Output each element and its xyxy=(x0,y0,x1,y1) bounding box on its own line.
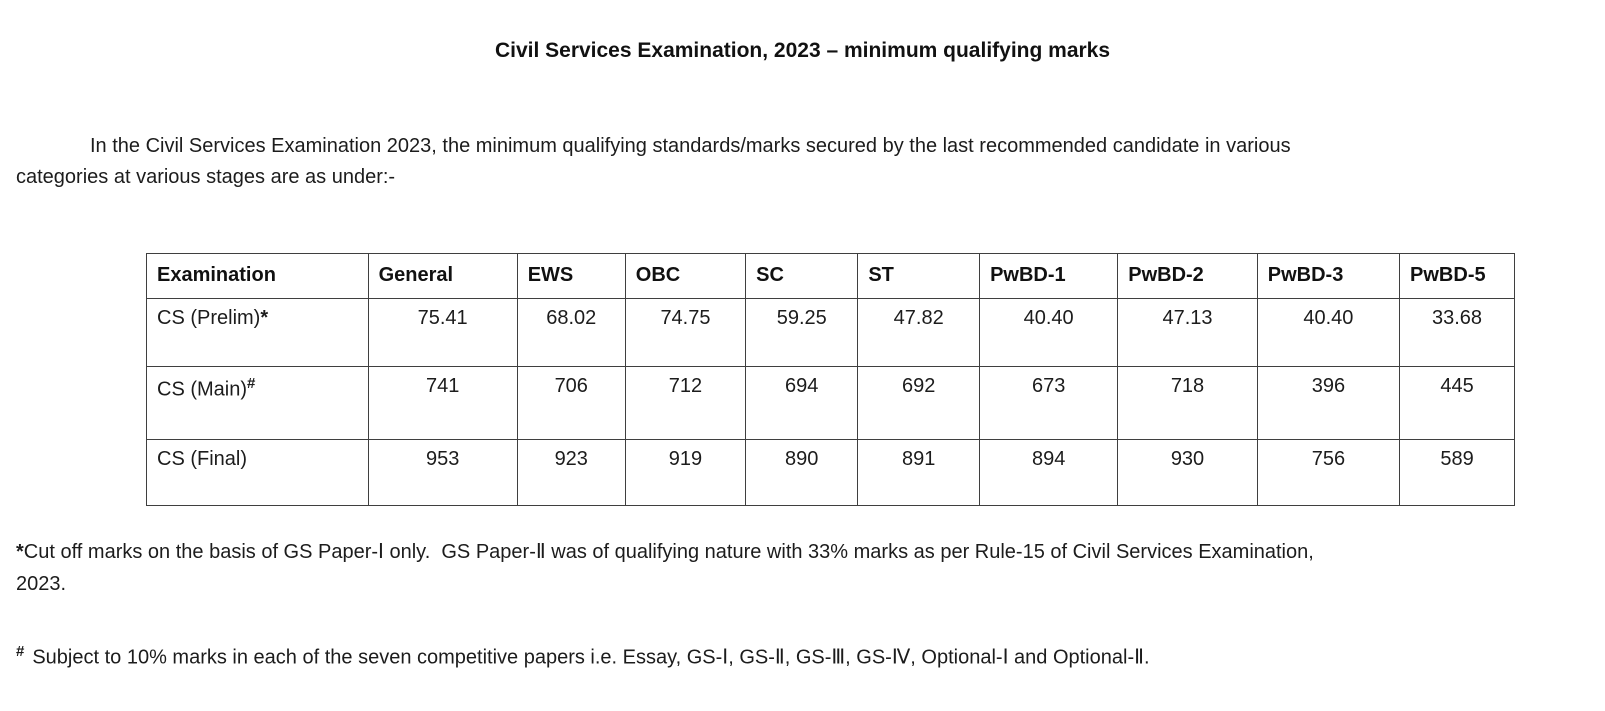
row-label: CS (Final) xyxy=(146,439,369,506)
intro-paragraph: In the Civil Services Examination 2023, … xyxy=(16,135,1291,188)
column-header: PwBD-5 xyxy=(1399,253,1515,299)
mark-value: 68.02 xyxy=(516,298,626,367)
mark-value: 894 xyxy=(979,439,1119,506)
row-label-text: CS (Main) xyxy=(157,378,248,401)
mark-value: 445 xyxy=(1399,366,1515,440)
mark-value: 396 xyxy=(1256,366,1401,440)
column-header: SC xyxy=(745,253,859,299)
table-header-row: Examination General EWS OBC SC ST PwBD-1 PwBD-2… xyxy=(146,253,1515,299)
column-header: PwBD-2 xyxy=(1117,253,1258,299)
mark-value: 694 xyxy=(745,366,859,440)
row-label-text: CS (Prelim) xyxy=(157,307,261,329)
mark-value: 692 xyxy=(857,366,981,440)
mark-value: 706 xyxy=(516,366,626,440)
mark-value: 890 xyxy=(745,439,859,506)
table-row: CS (Prelim)* 75.41 68.02 74.75 59.25 47.82 40.… xyxy=(146,298,1515,367)
mark-value: 40.40 xyxy=(1256,298,1401,367)
table-row: CS (Final) 953 923 919 890 891 894 930 756 589 xyxy=(146,439,1515,506)
column-header: OBC xyxy=(624,253,747,299)
mark-value: 718 xyxy=(1117,366,1258,440)
qualifying-marks-table: Examination General EWS OBC SC ST PwBD-1 PwBD-2… xyxy=(146,253,1515,506)
column-header: PwBD-1 xyxy=(979,253,1119,299)
mark-value: 33.68 xyxy=(1399,298,1515,367)
mark-value: 47.82 xyxy=(857,298,981,367)
footnote-prelim-text: Cut off marks on the basis of GS Paper-Ⅰ… xyxy=(16,541,1314,595)
mark-value: 953 xyxy=(367,439,518,506)
mark-value: 75.41 xyxy=(367,298,518,367)
mark-value: 741 xyxy=(367,366,518,440)
mark-value: 40.40 xyxy=(979,298,1119,367)
table-row: CS (Main)# 741 706 712 694 692 673 718 396 445 xyxy=(146,366,1515,440)
row-footnote-marker: # xyxy=(247,375,256,392)
document-page: Civil Services Examination, 2023 – minim… xyxy=(0,38,1605,711)
mark-value: 923 xyxy=(516,439,626,506)
mark-value: 930 xyxy=(1117,439,1258,506)
footnote-main-text: Subject to 10% marks in each of the seve… xyxy=(32,646,1150,669)
row-footnote-marker: * xyxy=(260,307,269,329)
column-header: EWS xyxy=(516,253,626,299)
mark-value: 673 xyxy=(979,366,1119,440)
hash-footnote-marker: # xyxy=(16,643,25,660)
row-label: CS (Main)# xyxy=(146,366,369,440)
page-title: Civil Services Examination, 2023 – minim… xyxy=(494,39,1111,62)
row-label-text: CS (Final) xyxy=(157,448,248,470)
column-header: General xyxy=(367,253,518,299)
column-header: PwBD-3 xyxy=(1256,253,1401,299)
row-label: CS (Prelim)* xyxy=(146,298,369,367)
mark-value: 712 xyxy=(624,366,747,440)
mark-value: 919 xyxy=(624,439,747,506)
mark-value: 589 xyxy=(1399,439,1515,506)
mark-value: 756 xyxy=(1256,439,1401,506)
mark-value: 47.13 xyxy=(1117,298,1258,367)
column-header: ST xyxy=(857,253,981,299)
mark-value: 59.25 xyxy=(745,298,859,367)
mark-value: 74.75 xyxy=(624,298,747,367)
column-header: Examination xyxy=(146,253,369,299)
footnote-prelim: *Cut off marks on the basis of GS Paper-… xyxy=(16,536,1589,600)
footnote-main: # Subject to 10% marks in each of the sev… xyxy=(16,636,1589,674)
mark-value: 891 xyxy=(857,439,981,506)
asterisk-footnote-marker: * xyxy=(16,541,24,563)
